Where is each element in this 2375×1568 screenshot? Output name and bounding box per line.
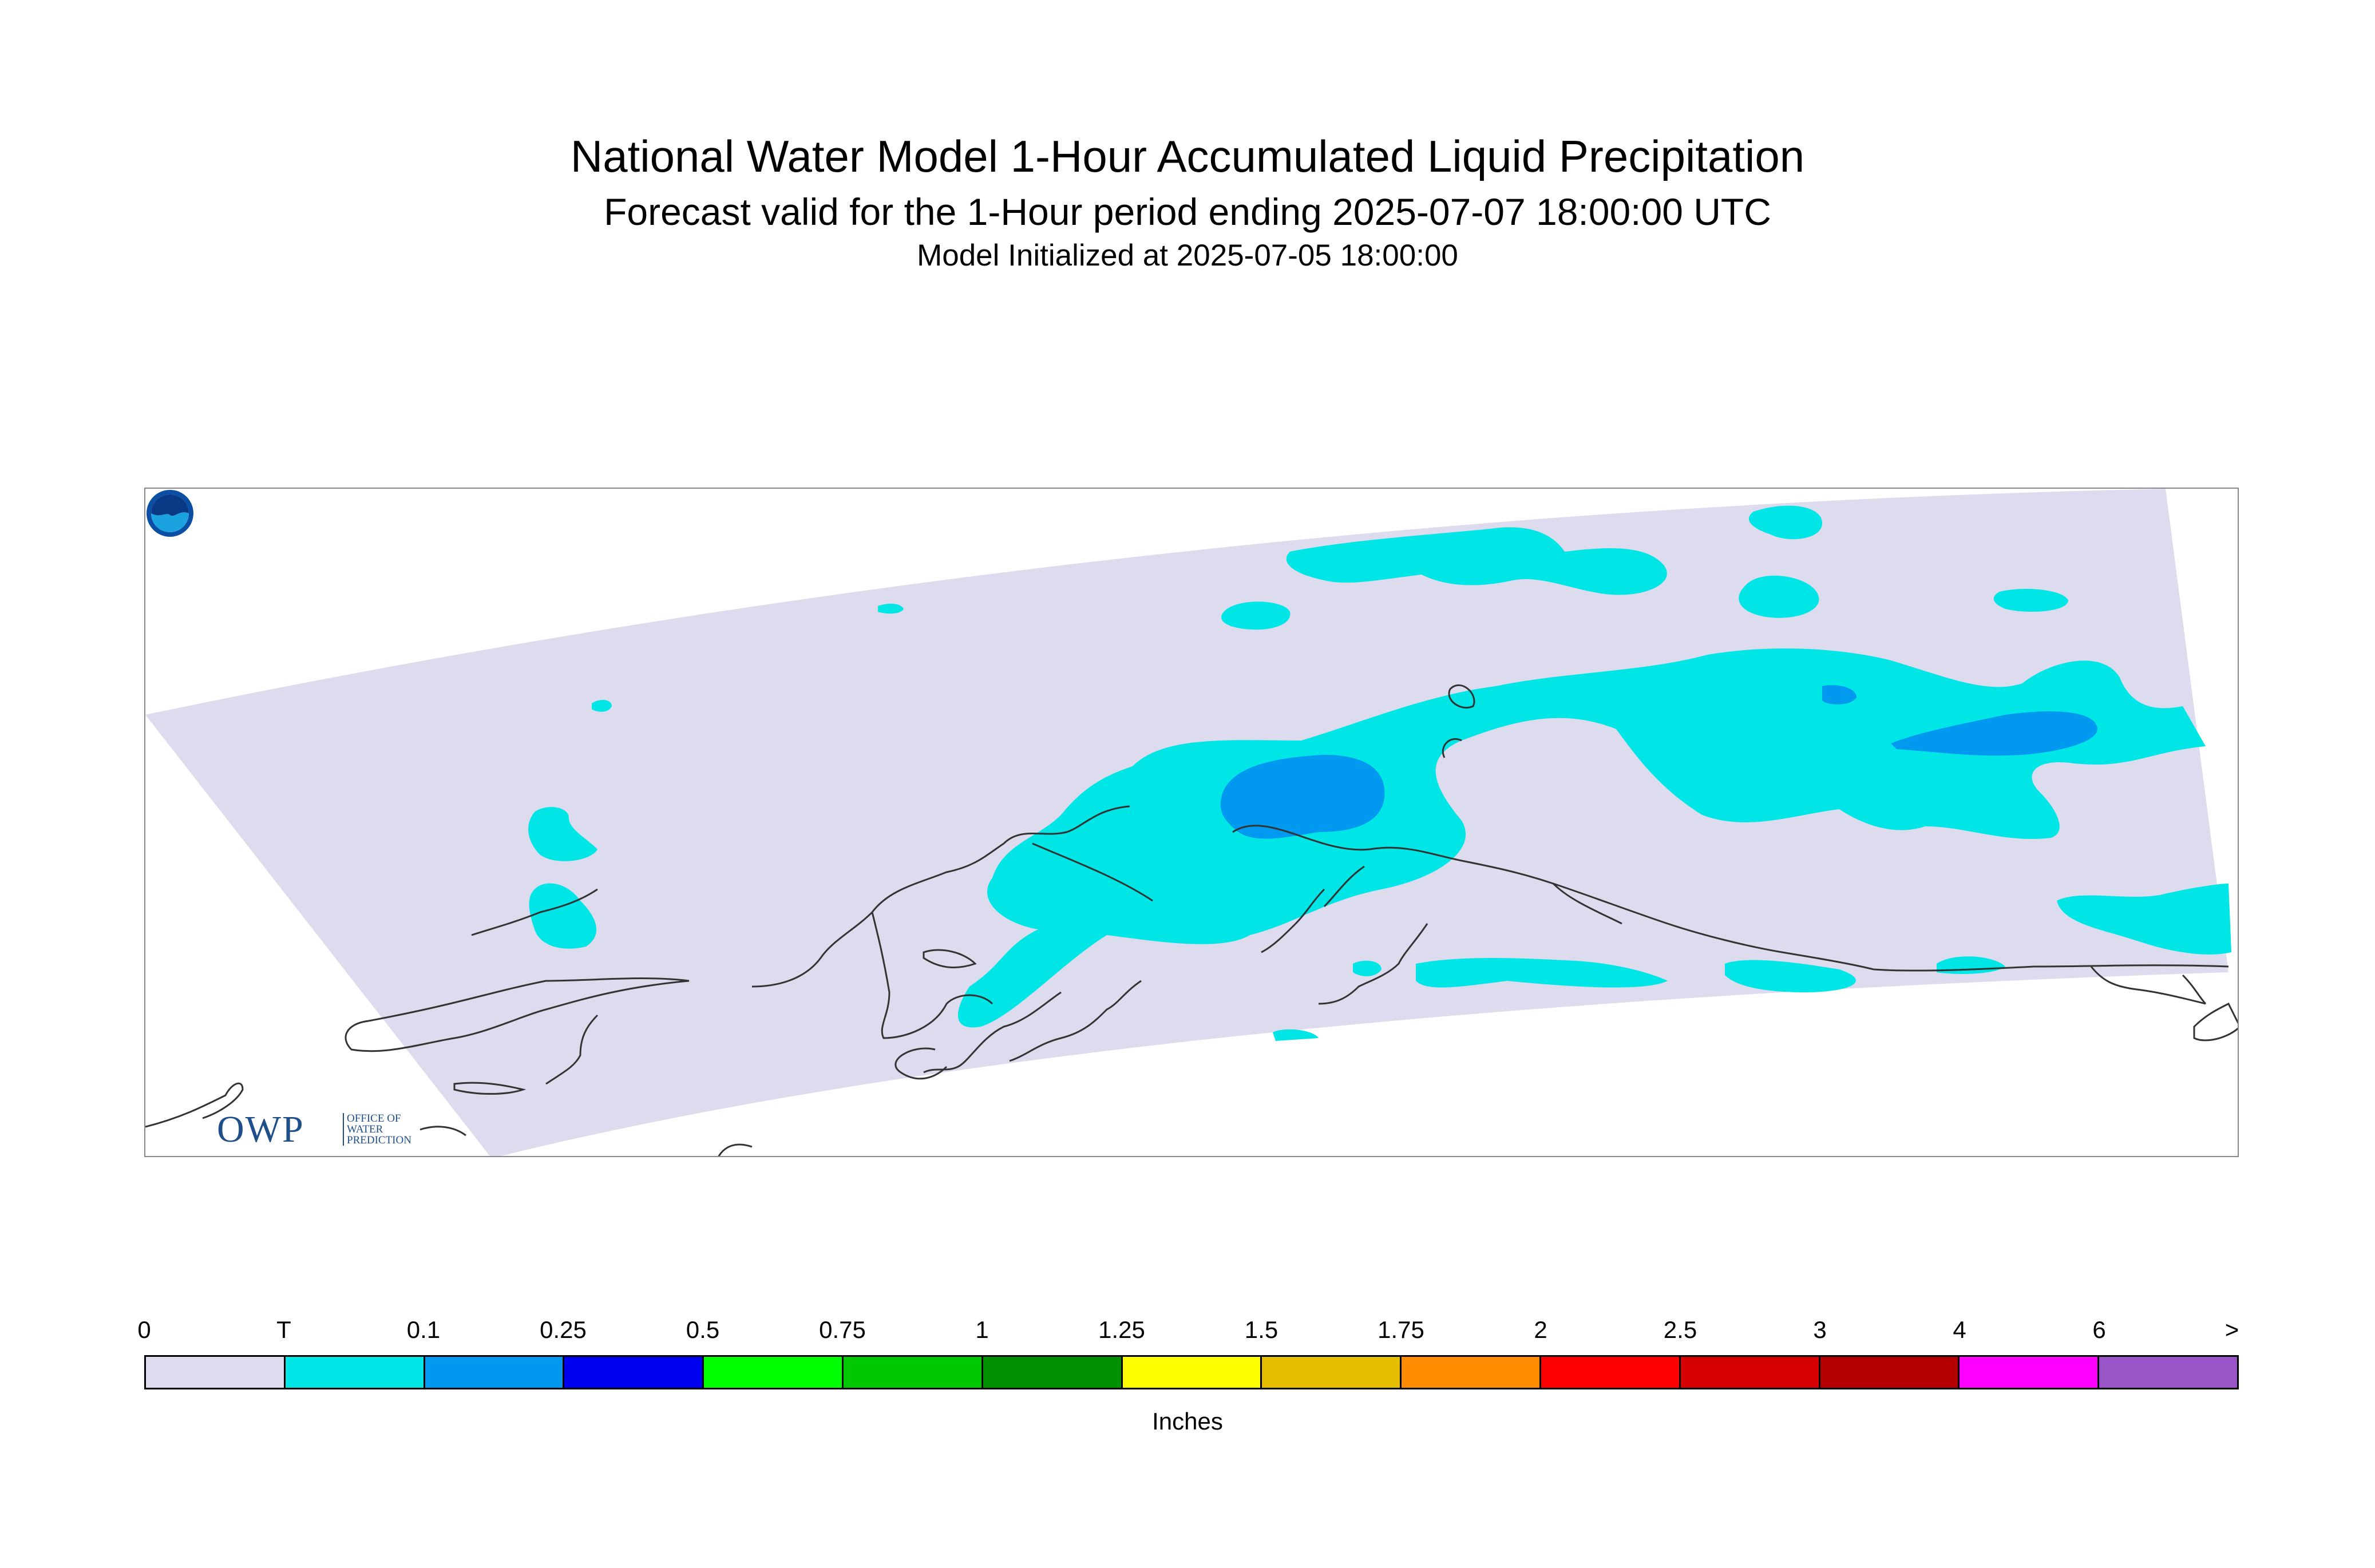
legend-tick-label: 6 (2092, 1316, 2106, 1343)
legend-tick-label: 0.75 (819, 1316, 866, 1343)
map-panel[interactable]: OWP OFFICE OF WATER PREDICTION (144, 488, 2239, 1157)
legend-tick-label: 4 (1953, 1316, 1966, 1343)
map-title: National Water Model 1-Hour Accumulated … (570, 131, 1805, 181)
precip-map (145, 489, 2238, 1156)
legend-swatch-14 (2099, 1357, 2237, 1388)
legend-tick-label: 0.25 (540, 1316, 587, 1343)
legend-swatch-10 (1541, 1357, 1681, 1388)
legend-swatch-2 (425, 1357, 565, 1388)
coastlines (145, 684, 2238, 1156)
legend-swatch-13 (1960, 1357, 2100, 1388)
noaa-logo-icon (147, 490, 193, 537)
legend-swatch-9 (1402, 1357, 1541, 1388)
legend-swatch-3 (564, 1357, 704, 1388)
legend-tick-label: 0 (137, 1316, 151, 1343)
legend-swatch-6 (983, 1357, 1123, 1388)
legend-swatch-1 (285, 1357, 425, 1388)
legend-tick-label: 2 (1534, 1316, 1547, 1343)
legend-tick-label: T (276, 1316, 291, 1343)
map-subtitle: Forecast valid for the 1-Hour period end… (604, 191, 1771, 233)
legend-tick-label: > (2224, 1316, 2239, 1343)
owp-logo: OWP OFFICE OF WATER PREDICTION (217, 1110, 434, 1150)
owp-logo-subtext: OFFICE OF WATER PREDICTION (343, 1113, 411, 1146)
owp-logo-text: OWP (217, 1108, 304, 1150)
legend-swatch-12 (1820, 1357, 1960, 1388)
legend-tick-label: 0.1 (406, 1316, 441, 1343)
legend-tick-label: 1 (975, 1316, 989, 1343)
light-precip-areas (1220, 685, 2097, 839)
legend-swatch-11 (1680, 1357, 1820, 1388)
color-legend-bar (144, 1355, 2239, 1389)
legend-tick-label: 1.5 (1244, 1316, 1278, 1343)
legend-swatch-5 (843, 1357, 983, 1388)
legend-swatch-8 (1262, 1357, 1402, 1388)
legend-swatch-4 (704, 1357, 844, 1388)
legend-swatch-0 (146, 1357, 286, 1388)
model-init-time: Model Initialized at 2025-07-05 18:00:00 (917, 239, 1458, 272)
legend-tick-label: 2.5 (1663, 1316, 1697, 1343)
legend-tick-label: 3 (1813, 1316, 1827, 1343)
legend-tick-label: 1.75 (1378, 1316, 1424, 1343)
legend-tick-label: 1.25 (1098, 1316, 1145, 1343)
legend-unit-label: Inches (1152, 1408, 1223, 1435)
legend-swatch-7 (1122, 1357, 1262, 1388)
legend-tick-label: 0.5 (686, 1316, 720, 1343)
